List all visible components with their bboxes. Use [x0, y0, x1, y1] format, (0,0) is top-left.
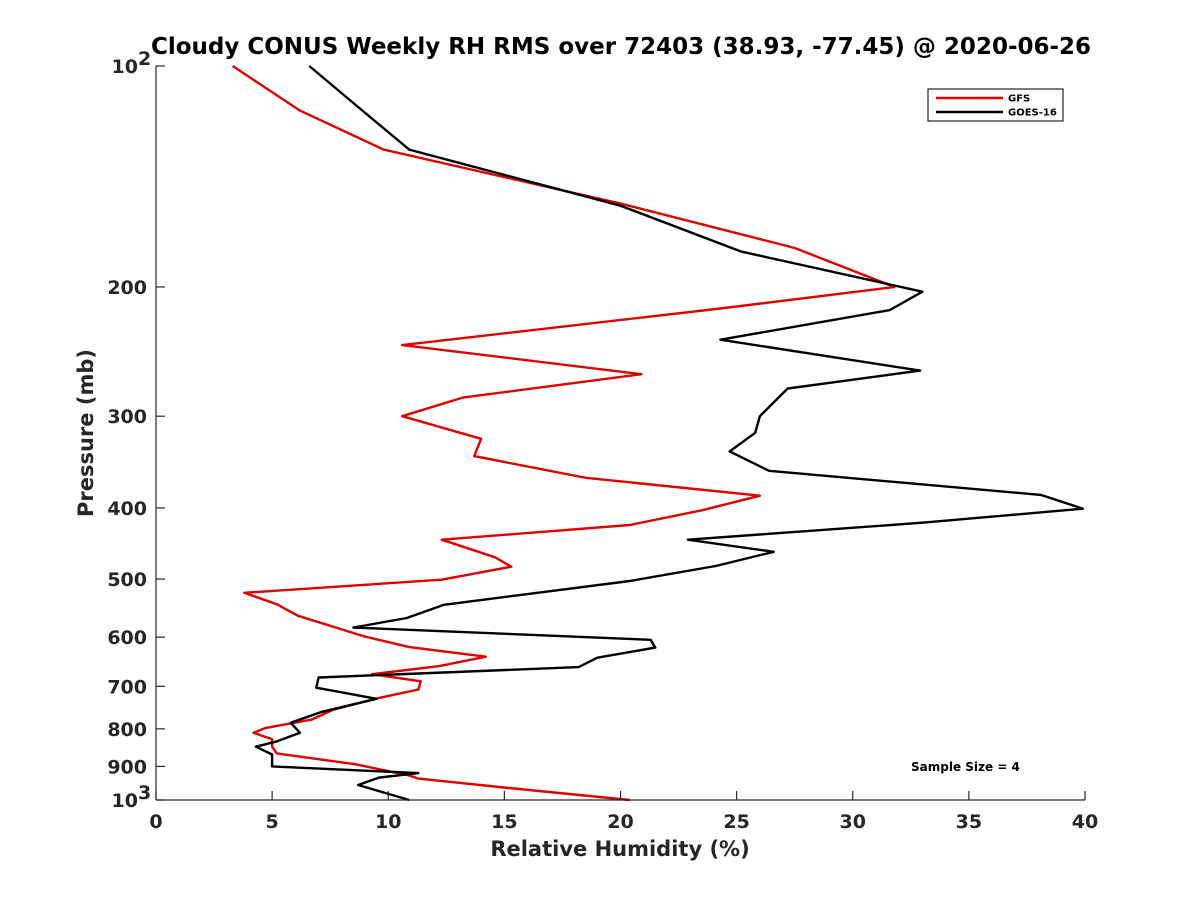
y-tick-label: 300: [107, 406, 147, 428]
plot-area: [231, 64, 1084, 802]
legend-label-goes-16: GOES-16: [1008, 108, 1057, 119]
y-tick-label: 10: [112, 56, 138, 78]
x-tick-label: 10: [375, 811, 401, 833]
x-tick-label: 40: [1072, 811, 1098, 833]
y-tick-label-exponent: 3: [138, 782, 151, 804]
y-tick-label: 500: [107, 569, 147, 591]
legend-label-gfs: GFS: [1008, 94, 1030, 105]
x-tick-label: 30: [840, 811, 866, 833]
legend-box: [927, 88, 1064, 122]
y-tick-label: 700: [107, 676, 147, 698]
x-axis-title: Relative Humidity (%): [490, 837, 749, 861]
x-tick-label: 5: [266, 811, 279, 833]
series-line-gfs: [231, 64, 896, 802]
y-axis-title: Pressure (mb): [74, 349, 98, 517]
x-tick-label: 35: [956, 811, 982, 833]
y-tick-label: 10: [112, 790, 138, 812]
legend: GFS GOES-16: [927, 88, 1064, 122]
sample-size-annotation: Sample Size = 4: [911, 760, 1020, 774]
y-tick-label: 400: [107, 498, 147, 520]
x-tick-label: 20: [607, 811, 633, 833]
x-tick-label: 0: [149, 811, 162, 833]
y-tick-label: 600: [107, 627, 147, 649]
y-tick-label: 200: [107, 277, 147, 299]
x-tick-label: 25: [723, 811, 749, 833]
x-axis: 0 5 10 15 20 25 30 35 40: [149, 791, 1098, 833]
y-tick-label-exponent: 2: [138, 48, 151, 70]
y-tick-label: 900: [107, 756, 147, 778]
x-tick-label: 15: [491, 811, 517, 833]
chart-title: Cloudy CONUS Weekly RH RMS over 72403 (3…: [151, 34, 1091, 60]
series-line-goes-16: [254, 65, 1084, 802]
y-tick-label: 800: [107, 719, 147, 741]
